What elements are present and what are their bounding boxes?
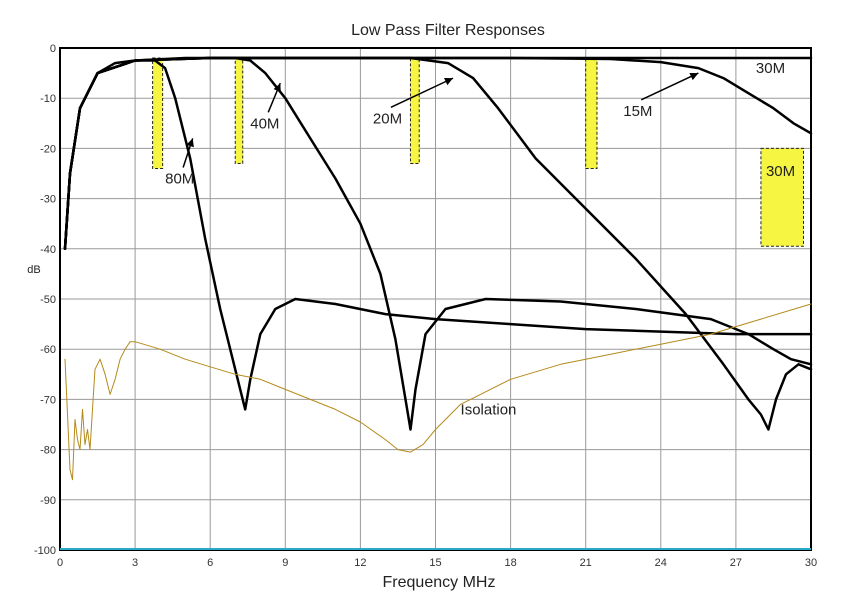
y-tick-label-0: 0 <box>50 43 56 55</box>
x-tick-label-1: 3 <box>132 557 138 569</box>
x-tick-label-7: 21 <box>580 557 592 569</box>
x-tick-label-10: 30 <box>805 557 817 569</box>
x-tick-label-8: 24 <box>655 557 667 569</box>
band-marker-4 <box>760 147 804 247</box>
annotation-arrow-head-3 <box>689 73 699 81</box>
y-tick-label-2: -20 <box>40 143 56 155</box>
x-tick-label-9: 27 <box>730 557 742 569</box>
y-tick-label-3: -30 <box>40 194 56 206</box>
plot-area: 0 3 6 9 12 15 18 21 24 27 30 0 -10 -20 -30 -40 -50 -60 -70… <box>34 43 817 569</box>
x-tick-label-5: 15 <box>429 557 441 569</box>
x-tick-label-4: 12 <box>354 557 366 569</box>
y-tick-label-6: -60 <box>40 344 56 356</box>
annotation-30m-5: 30M <box>766 163 795 180</box>
x-axis-label: Frequency MHz <box>383 574 496 591</box>
annotation-arrow-shaft-2 <box>390 77 454 108</box>
annotation-arrow-shaft-3 <box>640 72 699 101</box>
annotation-20m-2: 20M <box>373 110 402 127</box>
series-line-isolation <box>64 303 812 481</box>
y-tick-label-10: -100 <box>34 545 56 557</box>
annotation-15m-3: 15M <box>623 103 652 120</box>
band-marker-0 <box>152 57 164 169</box>
y-tick-label-7: -70 <box>40 394 56 406</box>
annotation-40m-1: 40M <box>250 115 279 132</box>
y-axis-label: dB <box>27 264 40 276</box>
series-line-extra-4 <box>63 56 813 251</box>
chart-title: Low Pass Filter Responses <box>351 22 545 39</box>
annotation-isolation-6: Isolation <box>461 401 517 418</box>
annotation-arrow-head-2 <box>444 78 453 86</box>
band-marker-3 <box>585 57 598 169</box>
annotation-arrow-head-1 <box>273 83 281 93</box>
x-tick-label-3: 9 <box>282 557 288 569</box>
band-marker-1 <box>234 57 244 164</box>
y-tick-label-1: -10 <box>40 93 56 105</box>
x-tick-label-0: 0 <box>57 557 63 569</box>
annotation-80m-0: 80M <box>165 171 194 188</box>
y-tick-label-4: -40 <box>40 244 56 256</box>
x-tick-label-2: 6 <box>207 557 213 569</box>
series-line-80m <box>63 59 813 411</box>
band-marker-2 <box>409 57 420 164</box>
x-tick-label-6: 18 <box>504 557 516 569</box>
y-tick-label-5: -50 <box>40 294 56 306</box>
annotation-30m-4: 30M <box>756 60 785 77</box>
annotation-arrow-head-0 <box>186 138 194 148</box>
y-tick-label-8: -80 <box>40 445 56 457</box>
y-tick-label-9: -90 <box>40 495 56 507</box>
